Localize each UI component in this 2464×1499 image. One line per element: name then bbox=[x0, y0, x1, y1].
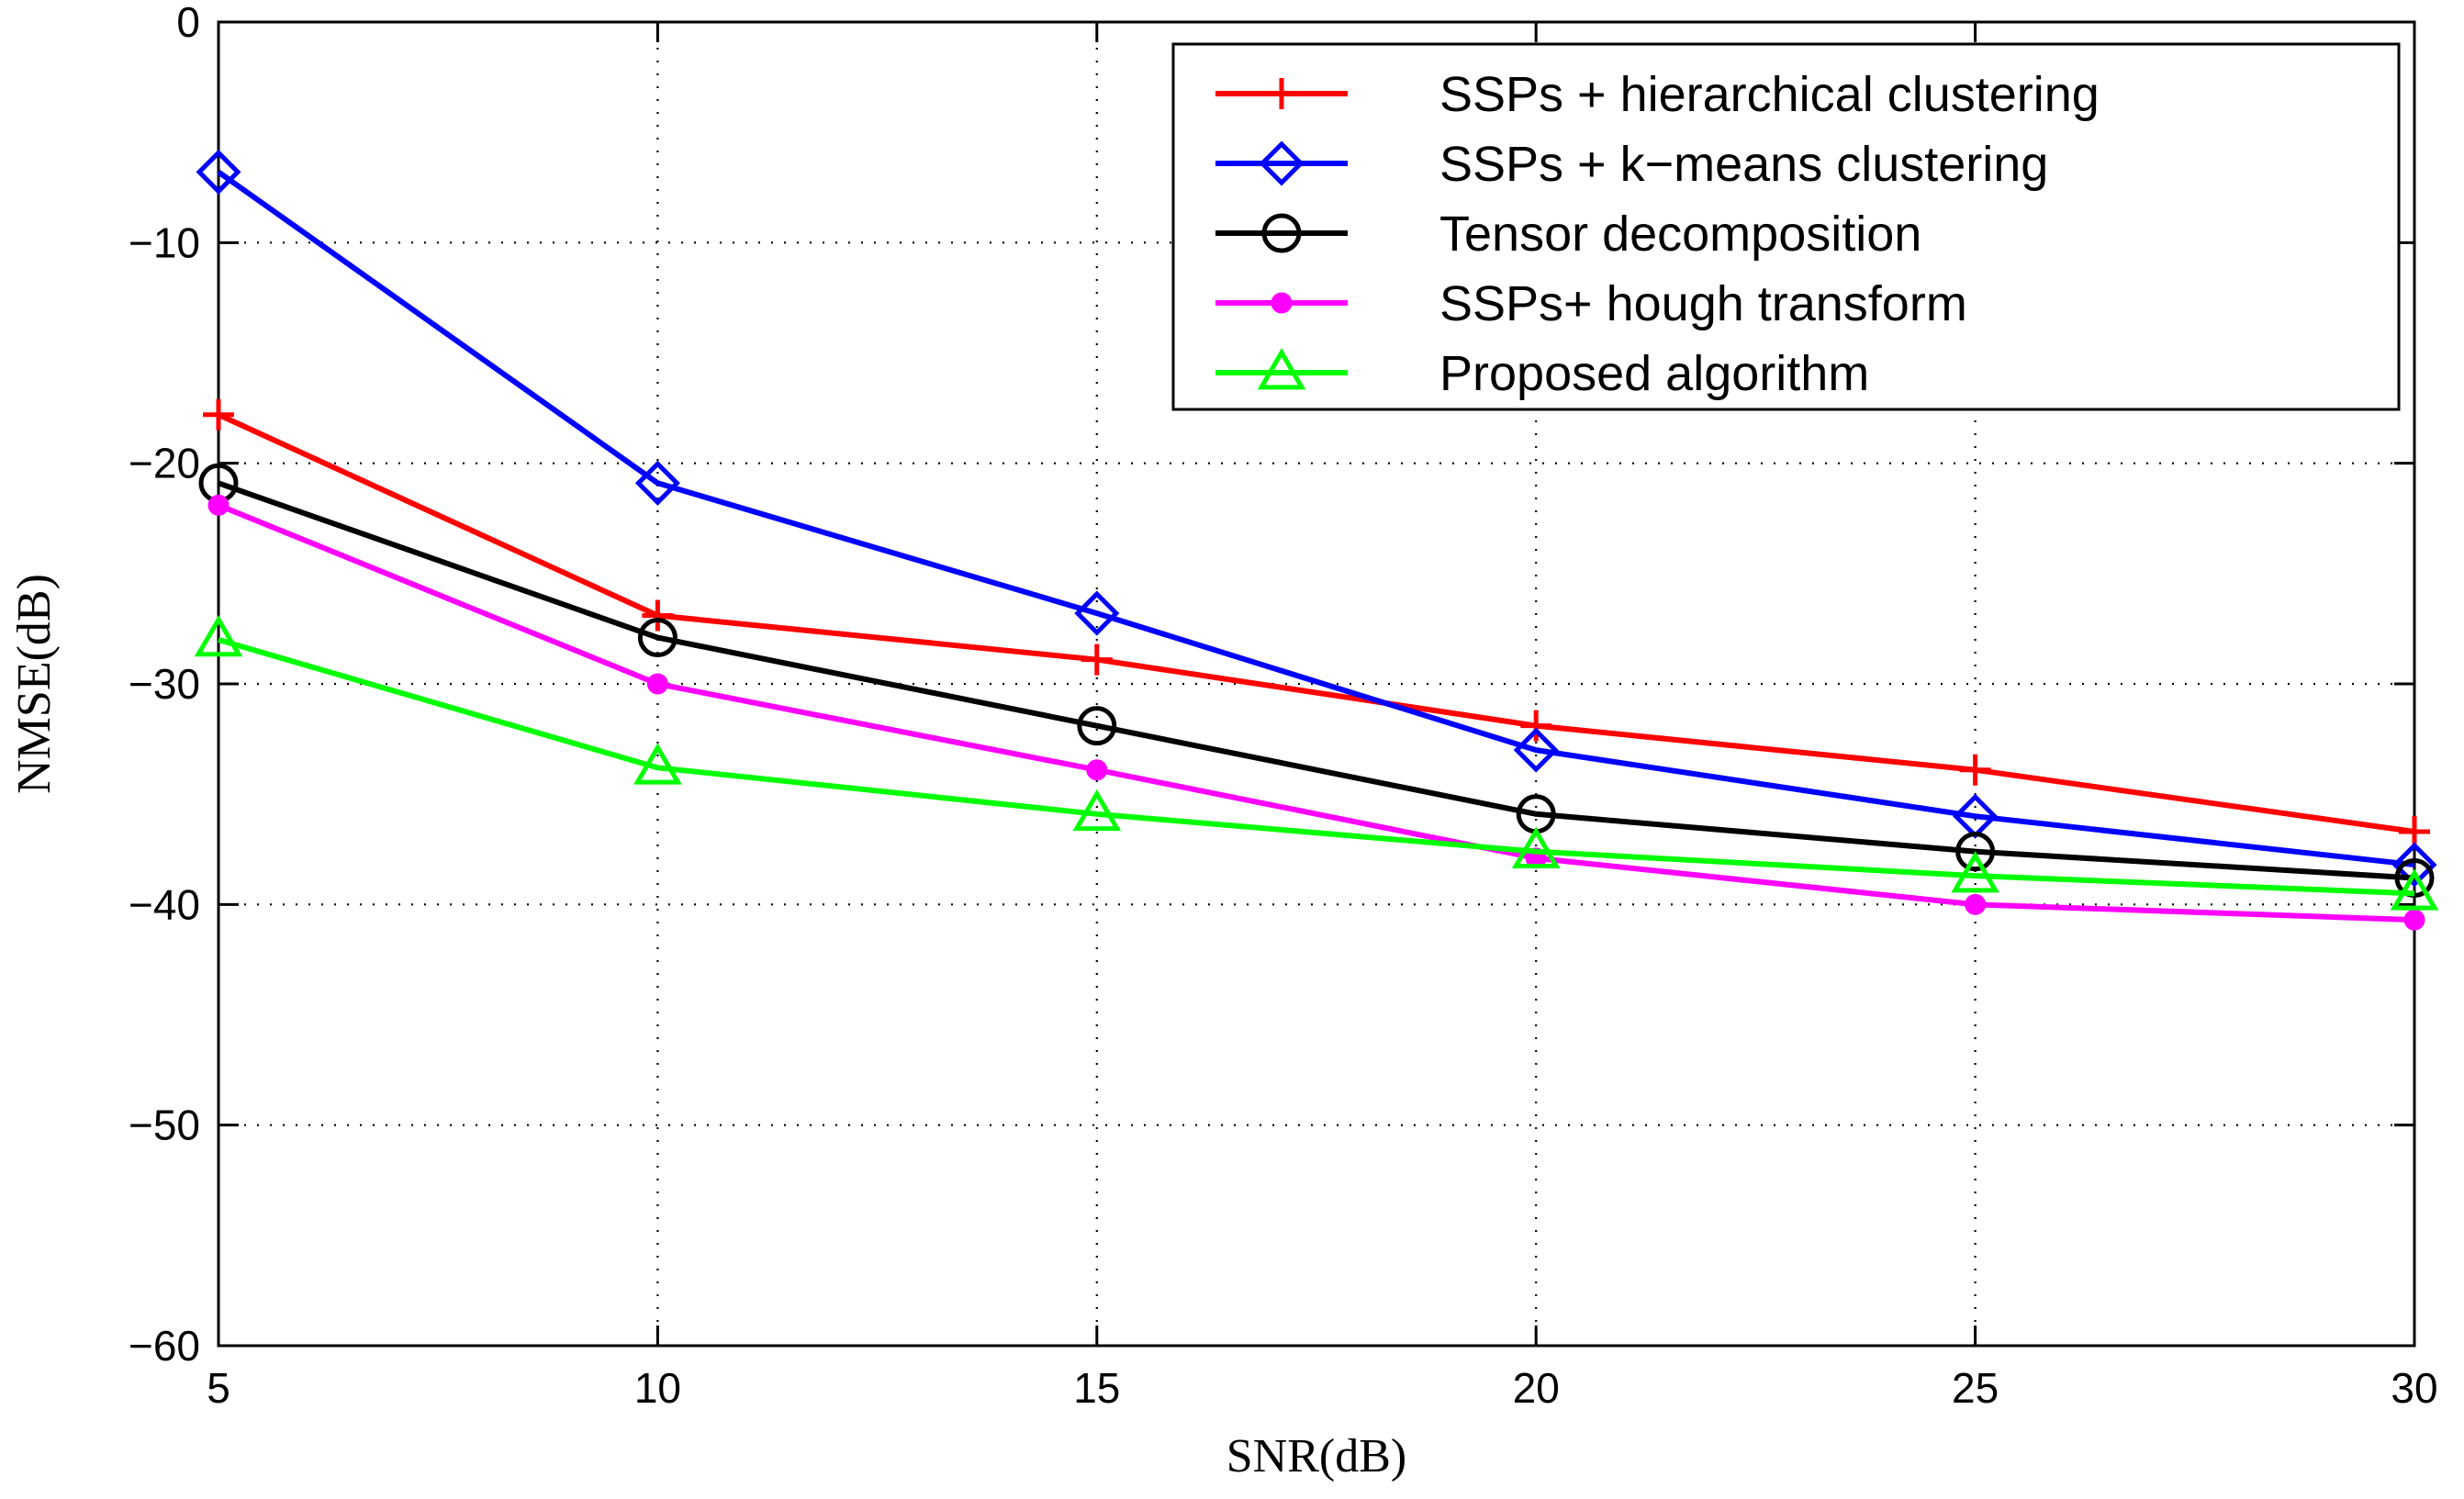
data-point bbox=[203, 398, 234, 431]
data-point bbox=[1955, 832, 1996, 872]
y-axis-title: NMSE(dB) bbox=[8, 574, 61, 794]
legend-item: SSPs + k−means clustering bbox=[1215, 137, 2048, 192]
x-tick-label: 30 bbox=[2391, 1364, 2437, 1412]
legend: SSPs + hierarchical clustering SSPs + k−m… bbox=[1171, 42, 2401, 411]
data-point bbox=[1511, 826, 1561, 868]
series-1 bbox=[203, 398, 2430, 848]
series-lines bbox=[194, 149, 2439, 931]
series-2 bbox=[196, 149, 2437, 888]
y-tick-label: −60 bbox=[129, 1322, 200, 1370]
data-point bbox=[2399, 816, 2430, 848]
x-tick-label: 15 bbox=[1073, 1364, 1120, 1412]
axis-ticks bbox=[217, 20, 2416, 1348]
data-point bbox=[1086, 759, 1108, 781]
data-point bbox=[194, 614, 243, 657]
data-point bbox=[1074, 590, 1120, 636]
series-line bbox=[218, 637, 2415, 897]
data-point bbox=[646, 673, 668, 695]
data-point bbox=[207, 494, 230, 516]
data-point bbox=[1520, 710, 1552, 742]
data-point bbox=[2394, 857, 2435, 898]
legend-label: Tensor decomposition bbox=[1439, 207, 1921, 262]
legend-label: SSPs + k−means clustering bbox=[1439, 137, 2048, 192]
data-point bbox=[633, 743, 682, 785]
legend-item: Tensor decomposition bbox=[1215, 207, 1921, 262]
legend-label: SSPs + hierarchical clustering bbox=[1439, 67, 2100, 122]
legend-marker bbox=[1261, 213, 1302, 253]
data-point bbox=[642, 599, 674, 632]
y-tick-label: −10 bbox=[129, 218, 200, 266]
legend-marker bbox=[1259, 140, 1305, 186]
legend-label: SSPs+ hough transform bbox=[1439, 276, 1967, 331]
series-5 bbox=[194, 614, 2439, 911]
legend-marker bbox=[1266, 78, 1297, 109]
data-point bbox=[2390, 868, 2439, 911]
series-line bbox=[218, 480, 2415, 881]
data-point bbox=[634, 460, 680, 506]
data-point bbox=[196, 149, 241, 195]
legend-item: SSPs + hierarchical clustering bbox=[1215, 67, 2100, 122]
x-tick-label: 25 bbox=[1952, 1364, 1999, 1412]
data-point bbox=[1077, 706, 1117, 746]
series-line bbox=[217, 412, 2415, 834]
legend-item: SSPs+ hough transform bbox=[1215, 276, 1967, 331]
x-tick-labels: 5 10 15 20 25 30 bbox=[207, 1364, 2437, 1412]
y-tick-label: 0 bbox=[176, 0, 200, 46]
data-point bbox=[1072, 789, 1122, 832]
series-line bbox=[217, 502, 2415, 923]
data-point bbox=[1513, 727, 1559, 773]
y-tick-label: −20 bbox=[129, 440, 200, 487]
series-line bbox=[217, 169, 2415, 868]
x-axis-title: SNR(dB) bbox=[1226, 1430, 1406, 1482]
y-tick-label: −30 bbox=[129, 660, 200, 708]
data-point bbox=[1959, 754, 1991, 786]
legend-marker bbox=[1257, 348, 1306, 390]
x-tick-label: 10 bbox=[634, 1364, 681, 1412]
legend-marker bbox=[1271, 292, 1293, 314]
x-tick-label: 5 bbox=[207, 1364, 230, 1412]
legend-item: Proposed algorithm bbox=[1215, 346, 1869, 401]
y-tick-labels: 0 −10 −20 −30 −40 −50 −60 bbox=[129, 0, 200, 1370]
data-point bbox=[2403, 909, 2425, 931]
data-point bbox=[637, 618, 678, 658]
y-tick-label: −50 bbox=[129, 1102, 200, 1149]
data-point bbox=[1081, 643, 1113, 676]
data-point bbox=[1951, 851, 1999, 893]
legend-box bbox=[1171, 42, 2401, 411]
data-point bbox=[1965, 893, 1987, 915]
x-tick-label: 20 bbox=[1513, 1364, 1560, 1412]
y-tick-label: −40 bbox=[129, 880, 200, 928]
legend-label: Proposed algorithm bbox=[1439, 346, 1869, 401]
data-point bbox=[2391, 842, 2437, 888]
